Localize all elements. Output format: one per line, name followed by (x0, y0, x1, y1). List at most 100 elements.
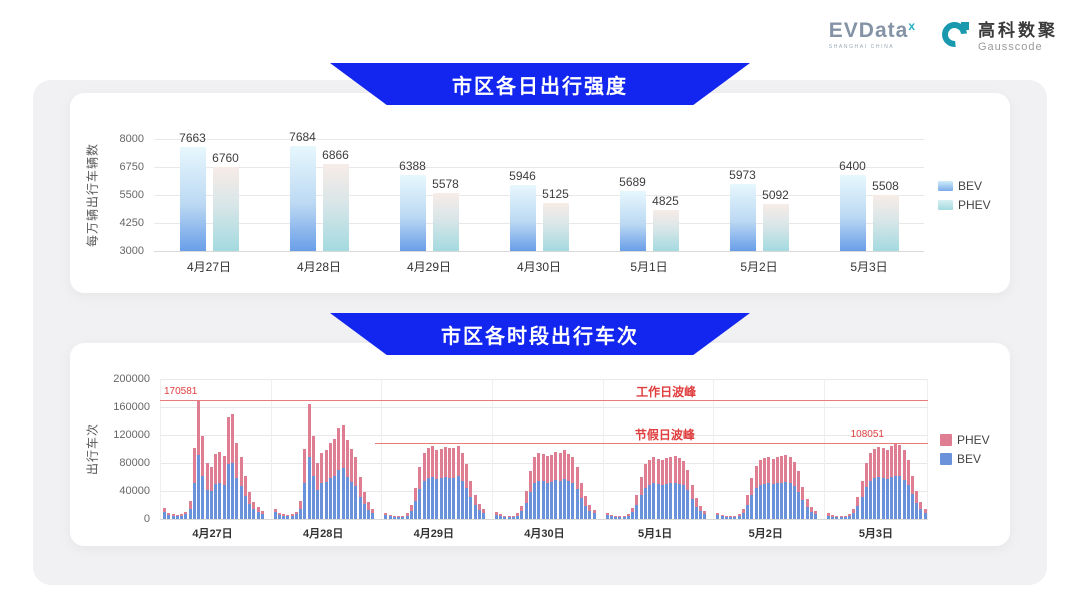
legend-item-bev[interactable]: BEV (938, 179, 996, 193)
bev-segment (350, 481, 354, 519)
stacked-bar (626, 513, 630, 519)
day-group: 7663 6760 4月27日 (178, 131, 240, 274)
stacked-bar (320, 452, 324, 519)
bar-value-label: 6866 (322, 148, 349, 163)
bev-segment (750, 495, 754, 519)
stacked-bar (682, 460, 686, 519)
bev-segment (507, 517, 511, 519)
bev-segment (881, 478, 885, 519)
stacked-bar (214, 453, 217, 519)
phev-segment (792, 461, 796, 487)
hourly-trips-card: 市区各时段出行车次 出行车次 200000 160000 120000 80000 40… (70, 313, 1010, 546)
phev-segment (507, 515, 511, 518)
bev-segment (337, 470, 341, 519)
bev-segment (686, 490, 690, 519)
stacked-bar (431, 446, 435, 519)
stacked-bar (503, 515, 507, 519)
legend-item-bev[interactable]: BEV (940, 452, 996, 466)
bev-segment (333, 475, 337, 519)
bev-segment (626, 515, 630, 519)
x-axis-label: 5月3日 (850, 260, 888, 274)
bev-segment (435, 479, 439, 519)
stacked-bar (222, 456, 226, 519)
stacked-bar (673, 456, 677, 519)
day-group: 5月1日 (602, 379, 707, 540)
evdata-wordmark: EVData (828, 19, 909, 42)
phev-segment (541, 453, 545, 482)
stacked-bar (860, 480, 864, 519)
bev-segment (307, 457, 311, 519)
phev-segment (877, 446, 881, 477)
stacked-bar (677, 458, 681, 519)
bev-segment (388, 516, 392, 519)
phev-segment (741, 508, 745, 513)
bar-phev: 5508 (872, 179, 899, 251)
bev-segment (371, 512, 375, 519)
stacked-bar (733, 515, 737, 519)
phev-segment (528, 471, 532, 492)
stacked-bar (477, 503, 481, 519)
phev-segment (214, 453, 217, 484)
bev-segment (243, 495, 247, 519)
stacked-bar (209, 466, 213, 519)
stacked-bar (902, 450, 906, 519)
y-tick: 5500 (119, 189, 144, 201)
stacked-bar (609, 514, 613, 519)
bar-groups: 4月27日 4月28日 4月29日 4月30日 5月1日 5月2日 5月3日 (160, 379, 928, 540)
y-tick: 160000 (113, 401, 150, 413)
bev-segment (694, 506, 698, 519)
bev-segment (775, 483, 779, 519)
phev-segment (328, 443, 332, 479)
phev-segment (847, 514, 851, 516)
day-group: 5月2日 (713, 379, 818, 540)
phev-segment (592, 509, 596, 514)
bev-segment (558, 480, 562, 519)
phev-segment (635, 494, 639, 505)
bar-value-label: 5946 (509, 169, 536, 184)
stacked-bar (754, 465, 758, 519)
bev-segment (797, 491, 801, 519)
bar-value-label: 6400 (839, 158, 866, 173)
bev-segment (554, 479, 558, 519)
hourly-trips-title-banner: 市区各时段出行车次 (330, 313, 750, 355)
phev-segment (906, 459, 910, 485)
phev-segment (520, 506, 524, 512)
evdata-logo: EVDatax SHANGHAI CHINA (829, 19, 925, 50)
stacked-bar (465, 464, 469, 519)
x-axis-label: 5月2日 (740, 260, 778, 274)
phev-segment (307, 404, 311, 458)
stacked-bar (286, 514, 290, 519)
legend-item-phev[interactable]: PHEV (940, 433, 996, 447)
bar-value-label: 5973 (729, 168, 756, 183)
stacked-bar (665, 458, 669, 519)
stacked-bar (426, 447, 430, 519)
stacked-bar (847, 514, 851, 519)
y-tick: 4250 (119, 217, 144, 229)
bev-segment (631, 512, 635, 519)
bev-segment (622, 516, 626, 519)
stacked-bar (545, 456, 549, 519)
bev-segment (648, 484, 652, 519)
phev-segment (175, 514, 179, 517)
stacked-bar (720, 514, 724, 519)
legend-label: BEV (957, 451, 982, 466)
phev-segment (303, 449, 307, 484)
stacked-bar (805, 498, 809, 519)
y-axis-title: 每万辆出行车辆数 (85, 142, 100, 248)
bev-segment (792, 486, 796, 519)
bev-segment (864, 486, 868, 519)
stacked-bar (511, 515, 515, 519)
bev-segment (805, 507, 809, 519)
bev-segment (780, 482, 784, 519)
stacked-bar (192, 448, 196, 519)
stacked-bar (915, 491, 919, 519)
phev-segment (631, 507, 635, 513)
bev-segment (635, 505, 639, 519)
bar-bev: 5689 (619, 175, 646, 251)
bar-phev: 5578 (432, 177, 459, 251)
stacked-bar (397, 515, 401, 519)
bev-segment (545, 482, 549, 519)
day-group: 5月3日 (823, 379, 928, 540)
stacked-bar (248, 492, 251, 519)
legend-item-phev[interactable]: PHEV (938, 198, 996, 212)
